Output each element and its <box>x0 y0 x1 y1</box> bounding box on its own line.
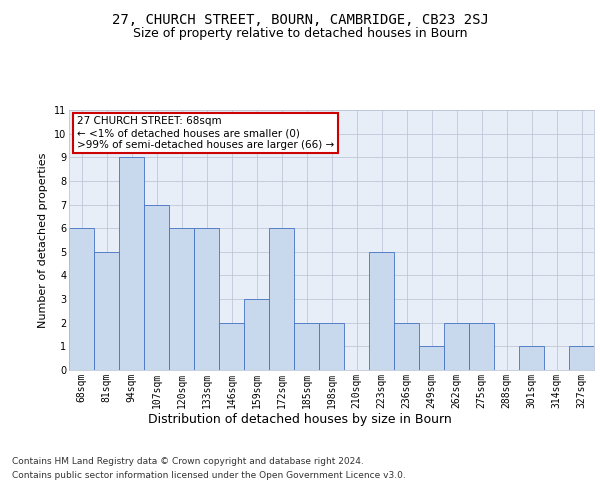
Text: Size of property relative to detached houses in Bourn: Size of property relative to detached ho… <box>133 28 467 40</box>
Bar <box>394 322 419 370</box>
Bar <box>219 322 244 370</box>
Bar <box>119 158 144 370</box>
Text: Contains public sector information licensed under the Open Government Licence v3: Contains public sector information licen… <box>12 471 406 480</box>
Bar <box>369 252 394 370</box>
Bar <box>194 228 219 370</box>
Bar <box>244 299 269 370</box>
Y-axis label: Number of detached properties: Number of detached properties <box>38 152 49 328</box>
Text: 27 CHURCH STREET: 68sqm
← <1% of detached houses are smaller (0)
>99% of semi-de: 27 CHURCH STREET: 68sqm ← <1% of detache… <box>77 116 334 150</box>
Bar <box>69 228 94 370</box>
Bar <box>169 228 194 370</box>
Bar <box>419 346 444 370</box>
Bar <box>144 204 169 370</box>
Bar <box>294 322 319 370</box>
Text: Contains HM Land Registry data © Crown copyright and database right 2024.: Contains HM Land Registry data © Crown c… <box>12 457 364 466</box>
Bar <box>319 322 344 370</box>
Bar <box>269 228 294 370</box>
Bar <box>569 346 594 370</box>
Bar <box>519 346 544 370</box>
Text: Distribution of detached houses by size in Bourn: Distribution of detached houses by size … <box>148 412 452 426</box>
Text: 27, CHURCH STREET, BOURN, CAMBRIDGE, CB23 2SJ: 27, CHURCH STREET, BOURN, CAMBRIDGE, CB2… <box>112 12 488 26</box>
Bar <box>94 252 119 370</box>
Bar <box>444 322 469 370</box>
Bar <box>469 322 494 370</box>
